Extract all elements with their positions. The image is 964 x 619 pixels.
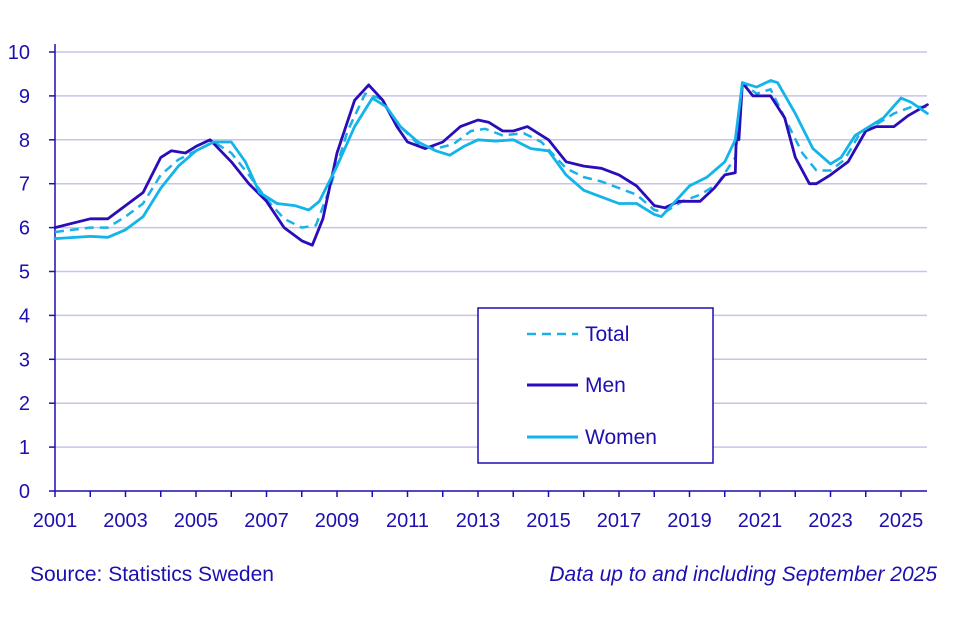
y-tick-label: 0 — [19, 481, 30, 503]
x-axis: 2001 2003 2005 2007 2009 2011 2013 2015 2017 2019… — [33, 490, 927, 532]
y-tick-label: 5 — [19, 262, 30, 284]
x-tick-label: 2015 — [526, 510, 571, 532]
data-note: Data up to and including September 2025 — [549, 563, 937, 586]
source-note: Source: Statistics Sweden — [30, 563, 274, 586]
y-tick-label: 2 — [19, 393, 30, 415]
legend: Total Men Women — [477, 307, 714, 464]
y-tick-label: 8 — [19, 130, 30, 152]
legend-box — [477, 307, 714, 464]
y-axis: 0 1 2 3 4 5 6 7 8 9 10 — [8, 42, 56, 503]
x-tick-label: 2025 — [879, 510, 924, 532]
y-tick-label: 10 — [8, 42, 30, 64]
gridlines — [55, 51, 927, 448]
x-tick-label: 2023 — [808, 510, 853, 532]
x-tick-label: 2021 — [738, 510, 783, 532]
y-tick-label: 9 — [19, 86, 30, 108]
series-line-women — [53, 79, 929, 241]
x-tick-label: 2005 — [174, 510, 219, 532]
legend-label-total: Total — [585, 323, 629, 346]
legend-label-men: Men — [585, 374, 626, 397]
series-lines — [53, 79, 929, 247]
x-tick-label: 2009 — [315, 510, 360, 532]
y-tick-label: 6 — [19, 218, 30, 240]
series-line-total — [54, 81, 928, 234]
x-tick-label: 2011 — [386, 510, 429, 532]
x-tick-label: 2013 — [456, 510, 501, 532]
y-tick-label: 1 — [19, 437, 30, 459]
y-tick-label: 4 — [19, 305, 30, 327]
x-tick-label: 2007 — [244, 510, 289, 532]
x-tick-label: 2017 — [597, 510, 642, 532]
y-tick-label: 7 — [19, 174, 30, 196]
series-line-men — [53, 81, 929, 247]
x-tick-label: 2001 — [33, 510, 78, 532]
legend-label-women: Women — [585, 426, 657, 449]
x-tick-label: 2003 — [103, 510, 148, 532]
x-tick-label: 2019 — [667, 510, 712, 532]
y-tick-label: 3 — [19, 349, 30, 371]
